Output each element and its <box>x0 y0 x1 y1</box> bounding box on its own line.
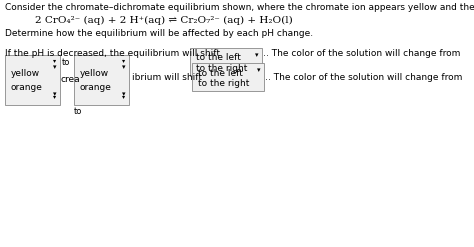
Text: ibrium will shift: ibrium will shift <box>132 73 202 82</box>
Text: . The color of the solution will change from: . The color of the solution will change … <box>268 73 462 82</box>
Text: ▾: ▾ <box>257 67 261 74</box>
Text: to the right: to the right <box>196 64 247 73</box>
Text: to the left: to the left <box>198 69 243 78</box>
Text: If the pH is decreased, the equilibrium will shift: If the pH is decreased, the equilibrium … <box>5 49 220 58</box>
Text: ▾: ▾ <box>54 94 56 99</box>
Text: to the left: to the left <box>196 53 241 62</box>
Text: orange: orange <box>11 83 43 92</box>
Text: .: . <box>263 49 266 58</box>
Bar <box>192 63 264 91</box>
Text: ▾: ▾ <box>122 64 126 70</box>
Text: ▾: ▾ <box>122 94 126 99</box>
Text: ▾: ▾ <box>122 91 126 97</box>
Text: ▾: ▾ <box>54 58 56 63</box>
Text: ▾: ▾ <box>53 91 57 97</box>
Text: Consider the chromate–dichromate equilibrium shown, where the chromate ion appea: Consider the chromate–dichromate equilib… <box>5 3 474 12</box>
Text: ▾: ▾ <box>53 64 57 70</box>
Bar <box>190 48 262 76</box>
Text: to: to <box>74 107 82 116</box>
Bar <box>5 55 60 105</box>
Text: ▾: ▾ <box>122 58 126 63</box>
Text: yellow: yellow <box>11 69 40 79</box>
Text: 2 CrO₄²⁻ (aq) + 2 H⁺(aq) ⇌ Cr₂O₇²⁻ (aq) + H₂O(l): 2 CrO₄²⁻ (aq) + 2 H⁺(aq) ⇌ Cr₂O₇²⁻ (aq) … <box>35 16 293 25</box>
Text: ▾: ▾ <box>255 52 259 58</box>
Bar <box>74 55 129 105</box>
Text: . The color of the solution will change from: . The color of the solution will change … <box>266 49 460 58</box>
Text: yellow: yellow <box>80 69 109 79</box>
Text: to: to <box>62 58 70 67</box>
Text: to the right: to the right <box>198 79 249 88</box>
Text: crea: crea <box>61 76 81 84</box>
Text: Determine how the equilibrium will be affected by each pH change.: Determine how the equilibrium will be af… <box>5 29 313 38</box>
Text: orange: orange <box>80 83 112 92</box>
Text: .: . <box>265 73 268 82</box>
